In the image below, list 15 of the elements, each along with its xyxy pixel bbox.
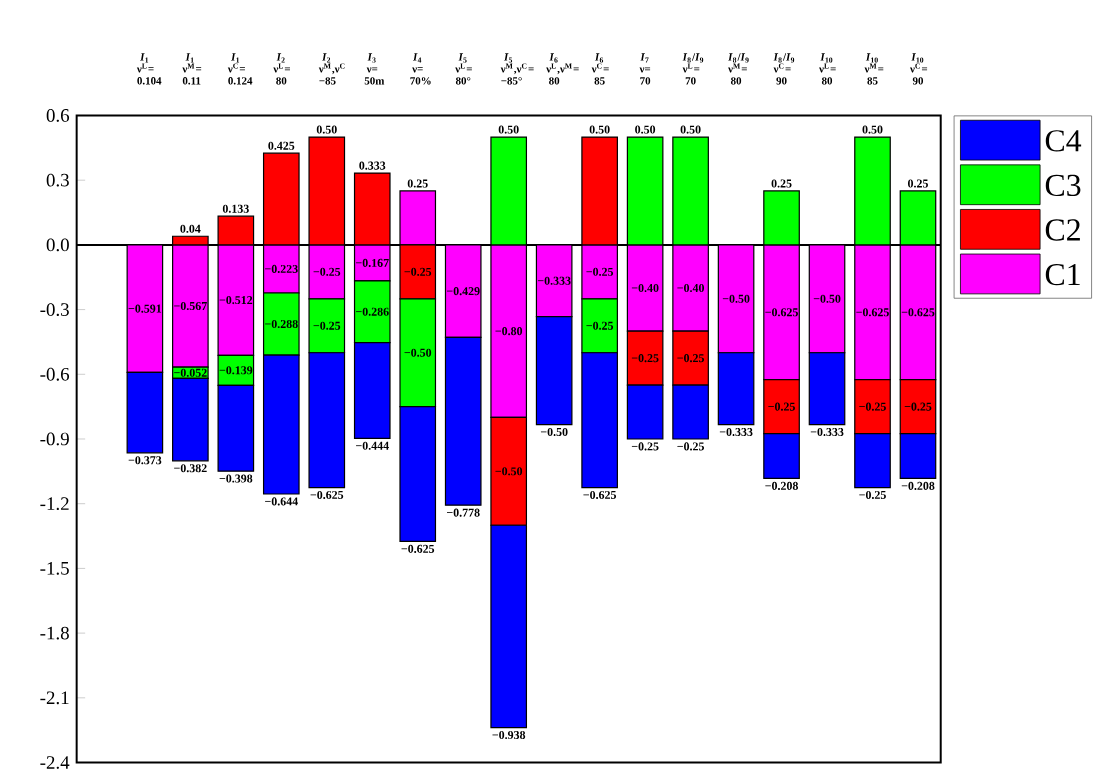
y-tick-label: 0.3 <box>46 173 69 187</box>
y-tick-label: -0.9 <box>40 432 69 446</box>
y-tick-label: -1.8 <box>40 626 69 640</box>
legend-label: C3 <box>1045 174 1081 196</box>
legend-label: C4 <box>1045 129 1082 152</box>
y-tick-label: -0.3 <box>40 302 69 316</box>
y-tick-label: -2.4 <box>40 755 70 769</box>
y-tick-label: -1.2 <box>40 497 69 510</box>
y-tick-label: 0.0 <box>46 238 69 252</box>
y-tick-label: 0.6 <box>46 108 70 122</box>
legend-label: C2 <box>1045 219 1080 241</box>
y-tick-label: -0.6 <box>40 367 70 381</box>
y-tick-label: -1.5 <box>40 561 69 575</box>
legend-label: C1 <box>1045 263 1080 286</box>
y-tick-label: -2.1 <box>40 691 69 704</box>
